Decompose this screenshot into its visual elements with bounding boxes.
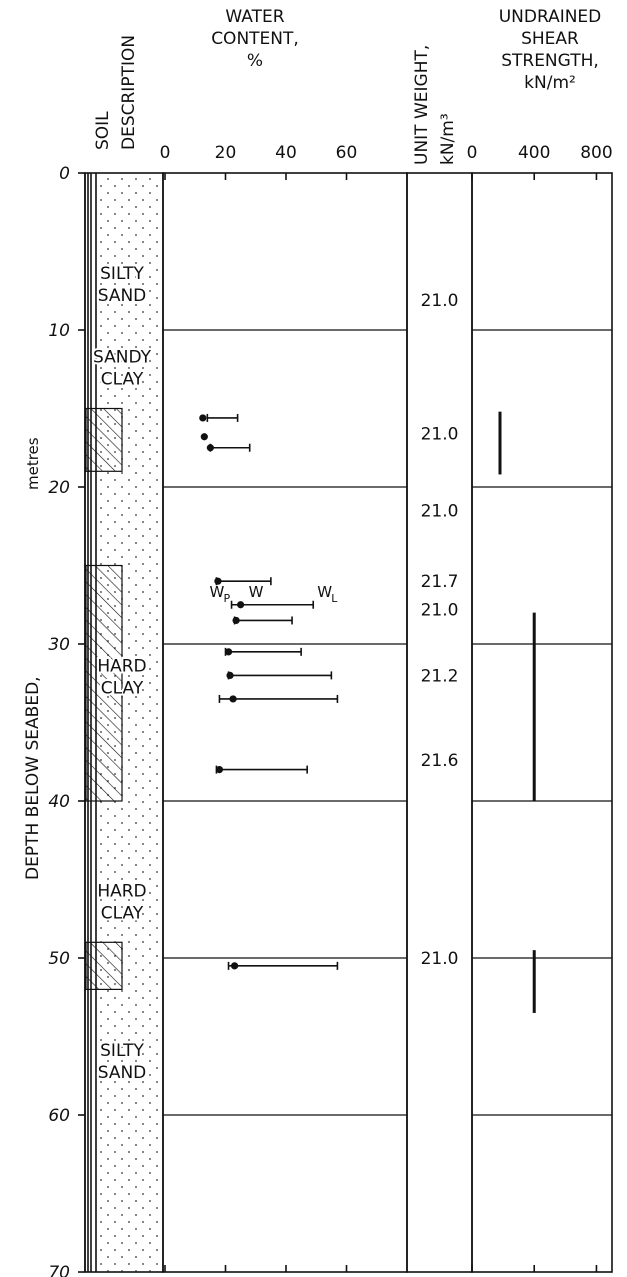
panel-frame [162, 172, 408, 1273]
soil-label: SAND [98, 1063, 147, 1083]
panel-title: DESCRIPTION [119, 35, 139, 150]
limit-label: W [210, 583, 225, 601]
panel-title: SHEAR [521, 29, 579, 49]
unit-weight: 21.0 [421, 502, 459, 522]
soil-label: CLAY [101, 903, 144, 923]
soil-label: HARD [97, 656, 146, 676]
soil-label: CLAY [101, 370, 144, 390]
unit-weight: 21.0 [421, 425, 459, 445]
depth-tick-label: 40 [48, 792, 70, 812]
limit-label-sub: P [224, 592, 231, 605]
water-content-dot [237, 601, 245, 609]
panel-title: WATER [225, 7, 284, 27]
soil-label: SANDY [93, 348, 152, 368]
depth-label: DEPTH BELOW SEABED, [23, 676, 43, 880]
unit-weight: 21.2 [421, 666, 459, 686]
x-tick-label: 20 [215, 143, 237, 163]
x-tick-label: 800 [580, 143, 612, 163]
depth-tick-label: 10 [48, 321, 70, 341]
panel-title: UNDRAINED [499, 7, 602, 27]
water-content-dot [199, 414, 207, 422]
panel-title: SOIL [93, 111, 113, 150]
water-content-dot [230, 962, 239, 970]
unit-weight: 21.0 [421, 291, 459, 311]
unit-weight: 21.7 [421, 572, 459, 592]
depth-unit: metres [24, 437, 42, 490]
panel-title: kN/m³ [438, 113, 458, 165]
unit-weight: 21.0 [421, 949, 459, 969]
water-content-dot [200, 433, 208, 441]
water-content-dot [214, 577, 222, 585]
depth-tick-label: 60 [48, 1106, 70, 1126]
soil-label: SILTY [100, 1041, 144, 1061]
x-tick-label: 400 [518, 143, 550, 163]
water-content-dot [206, 444, 214, 452]
x-tick-label: 60 [336, 143, 358, 163]
clay-layer [85, 564, 123, 802]
x-tick-label: 40 [275, 143, 297, 163]
panel-title: kN/m² [524, 73, 576, 93]
depth-tick-label: 30 [48, 635, 70, 655]
soil-label: SILTY [100, 264, 144, 284]
panel-title: % [247, 51, 263, 71]
panel-title: CONTENT, [211, 29, 299, 49]
soil-label: SAND [98, 286, 147, 306]
limit-label-sub: L [331, 592, 338, 605]
soil-label: CLAY [101, 678, 144, 698]
clay-layer [85, 941, 123, 990]
depth-tick-label: 70 [48, 1263, 70, 1277]
depth-tick-label: 20 [48, 478, 70, 498]
limit-label: W [249, 583, 264, 601]
unit-weight: 21.6 [421, 751, 459, 771]
water-content-dot [226, 671, 234, 680]
water-content-dot [229, 695, 237, 703]
depth-tick-label: 0 [59, 164, 70, 184]
clay-layer [85, 407, 123, 472]
water-content-dot [232, 616, 240, 625]
depth-tick-label: 50 [48, 949, 70, 969]
x-tick-label: 0 [160, 143, 171, 163]
unit-weight: 21.0 [421, 600, 459, 620]
panel-title: STRENGTH, [501, 51, 599, 71]
water-content-dot [215, 766, 224, 774]
limit-label: W [317, 583, 332, 601]
panel-frame [471, 172, 613, 1273]
water-content-dot [224, 648, 233, 656]
panel-frame [406, 172, 473, 1273]
panel-title: UNIT WEIGHT, [412, 45, 432, 165]
soil-label: HARD [97, 881, 146, 901]
x-tick-label: 0 [467, 143, 478, 163]
